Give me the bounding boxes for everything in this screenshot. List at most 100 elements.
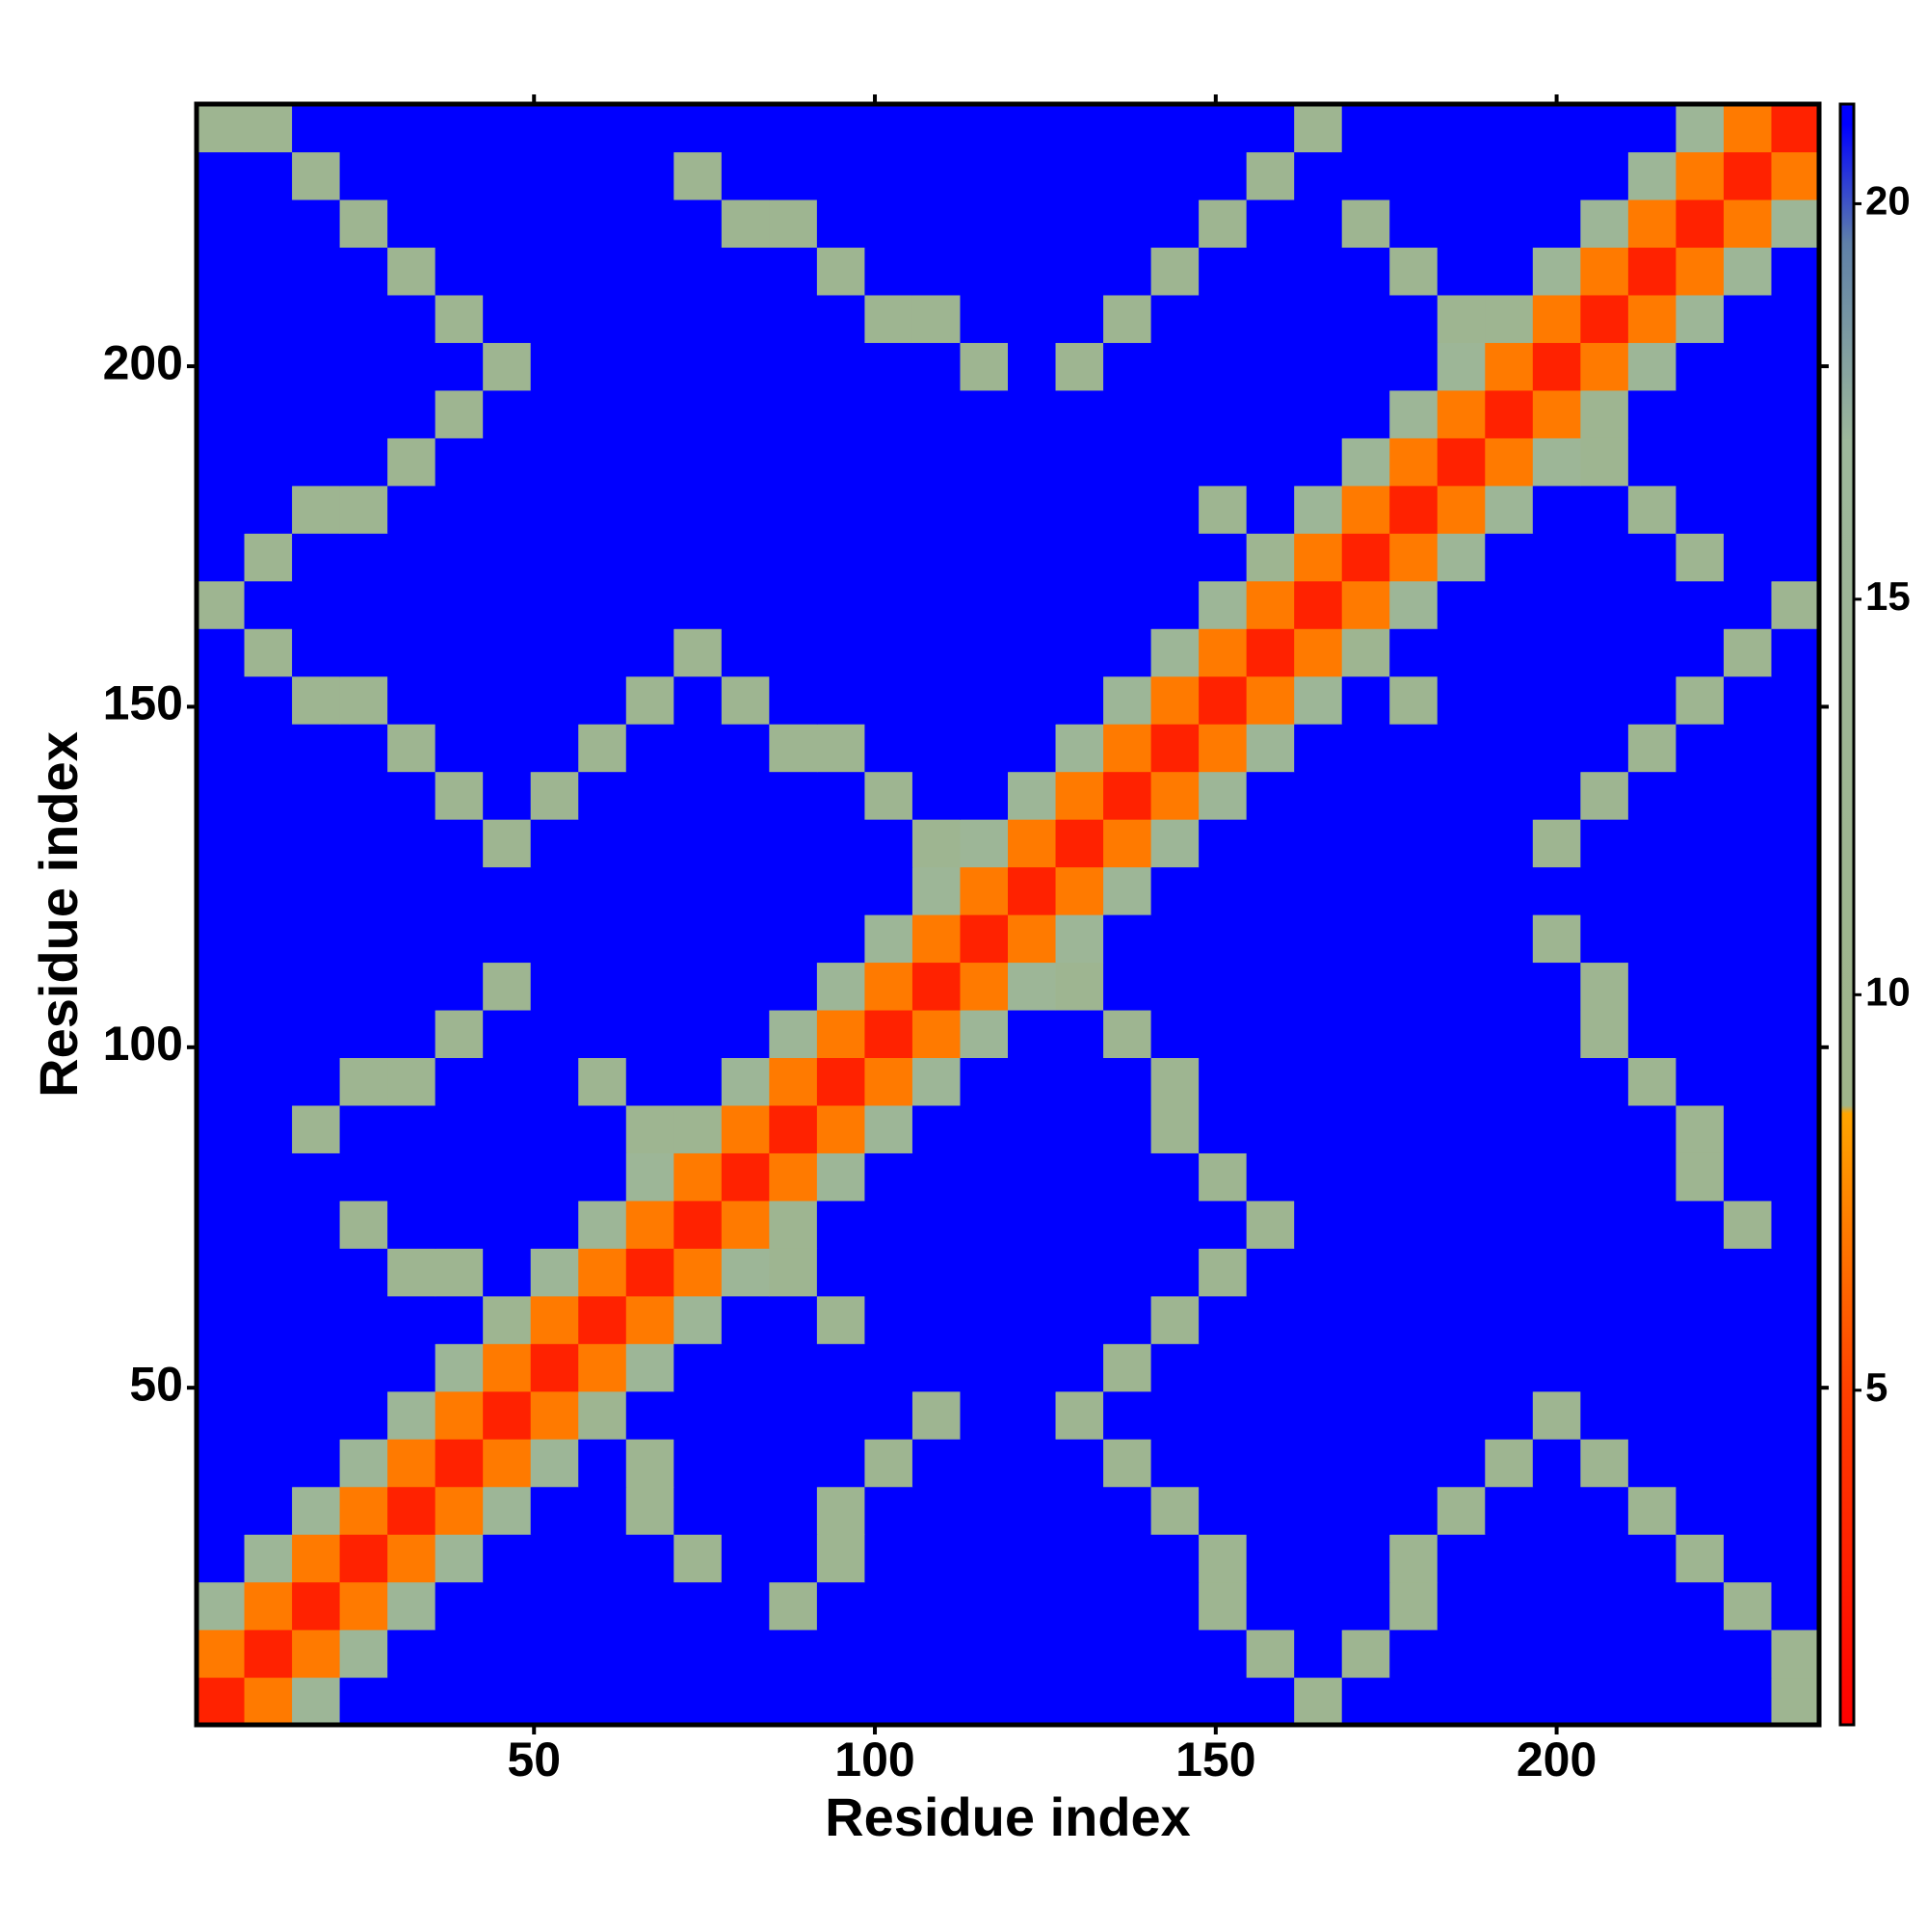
heat-cell	[769, 580, 818, 629]
heat-cell	[721, 247, 770, 296]
heat-cell	[292, 437, 341, 487]
heat-cell	[578, 1104, 627, 1153]
heat-cell	[721, 724, 770, 773]
heat-cell	[1771, 1343, 1820, 1392]
heat-cell	[435, 1629, 484, 1679]
heat-cell	[1627, 1057, 1677, 1106]
heat-cell	[1437, 866, 1486, 915]
heat-cell	[578, 1248, 627, 1297]
heat-cell	[1008, 151, 1057, 200]
heat-cell	[769, 819, 818, 868]
heat-cell	[1437, 485, 1486, 534]
heat-cell	[911, 1677, 962, 1726]
heat-cell	[387, 1104, 436, 1153]
heat-cell	[1103, 151, 1152, 200]
heat-cell	[244, 914, 293, 964]
heat-cell	[816, 1295, 866, 1344]
heat-cell	[1676, 294, 1725, 343]
heat-cell	[1294, 1677, 1343, 1726]
heat-cell	[911, 104, 962, 153]
heat-cell	[1771, 1104, 1820, 1153]
heat-cell	[1341, 104, 1390, 153]
heat-cell	[1437, 1295, 1486, 1344]
heat-cell	[1771, 247, 1820, 296]
heat-cell	[769, 1104, 818, 1153]
heat-cell	[1627, 1534, 1677, 1583]
heat-cell	[625, 580, 674, 629]
heat-cell	[673, 1152, 723, 1202]
heat-cell	[816, 198, 866, 249]
heat-cell	[960, 533, 1009, 582]
heat-cell	[1627, 675, 1677, 725]
heat-cell	[1389, 1486, 1439, 1535]
heat-cell	[1103, 866, 1152, 915]
heat-cell	[960, 1439, 1009, 1488]
heat-cell	[864, 437, 913, 487]
heat-cell	[1008, 1581, 1057, 1630]
heat-cell	[1580, 1057, 1629, 1106]
heat-cell	[244, 389, 293, 438]
heat-cell	[816, 1390, 866, 1440]
heat-cell	[721, 1009, 770, 1059]
heat-cell	[721, 389, 770, 438]
heat-cell	[244, 1152, 293, 1202]
heat-cell	[960, 1248, 1009, 1297]
heat-cell	[721, 1104, 770, 1153]
heat-cell	[197, 914, 246, 964]
heat-cell	[292, 533, 341, 582]
heat-cell	[1389, 104, 1439, 153]
heat-cell	[1580, 533, 1629, 582]
heat-cell	[339, 247, 388, 296]
heat-cell	[1294, 1439, 1343, 1488]
heat-cell	[1199, 389, 1248, 438]
heat-cell	[530, 675, 579, 725]
heat-cell	[1008, 914, 1057, 964]
heat-cell	[1485, 342, 1534, 391]
heat-cell	[1246, 1057, 1295, 1106]
heat-cell	[339, 1152, 388, 1202]
heat-cell	[1103, 1009, 1152, 1059]
y-tick-label: 100	[103, 1017, 183, 1071]
heat-cell	[911, 914, 962, 964]
heat-cell	[1103, 1486, 1152, 1535]
heat-cell	[625, 342, 674, 391]
heat-cell	[864, 1486, 913, 1535]
heat-cell	[721, 819, 770, 868]
heat-cell	[1008, 580, 1057, 629]
heat-cell	[960, 1581, 1009, 1630]
heat-cell	[1103, 1390, 1152, 1440]
heat-cell	[1485, 1152, 1534, 1202]
heat-cell	[1485, 1343, 1534, 1392]
heat-cell	[960, 1486, 1009, 1535]
heat-cell	[244, 485, 293, 534]
heat-cell	[1723, 962, 1773, 1011]
heat-cell	[1676, 628, 1725, 677]
heat-cell	[1389, 1200, 1439, 1249]
heat-cell	[911, 628, 962, 677]
heat-cell	[1771, 580, 1820, 629]
heat-cell	[1008, 819, 1057, 868]
heat-cell	[1723, 1248, 1773, 1297]
heat-cell	[1485, 675, 1534, 725]
heat-cell	[197, 1200, 246, 1249]
axes: 50 100 150 200 50 100 150 200 5 10 15 20	[103, 94, 1911, 1786]
heat-cell	[1580, 437, 1629, 487]
heat-cell	[721, 1581, 770, 1630]
heat-cell	[1771, 1677, 1820, 1726]
heat-cell	[1389, 1295, 1439, 1344]
heat-cell	[769, 342, 818, 391]
heat-cell	[1532, 771, 1581, 820]
heat-cell	[1437, 389, 1486, 438]
heat-cell	[197, 1104, 246, 1153]
heat-cell	[673, 1200, 723, 1249]
heat-cell	[816, 1248, 866, 1297]
heat-cell	[435, 533, 484, 582]
heat-cell	[387, 151, 436, 200]
heat-cell	[864, 1581, 913, 1630]
heat-cell	[1103, 389, 1152, 438]
heat-cell	[1055, 675, 1104, 725]
heat-cell	[673, 1486, 723, 1535]
heat-cell	[387, 1200, 436, 1249]
heat-cell	[1723, 1009, 1773, 1059]
heat-cell	[1199, 104, 1248, 153]
